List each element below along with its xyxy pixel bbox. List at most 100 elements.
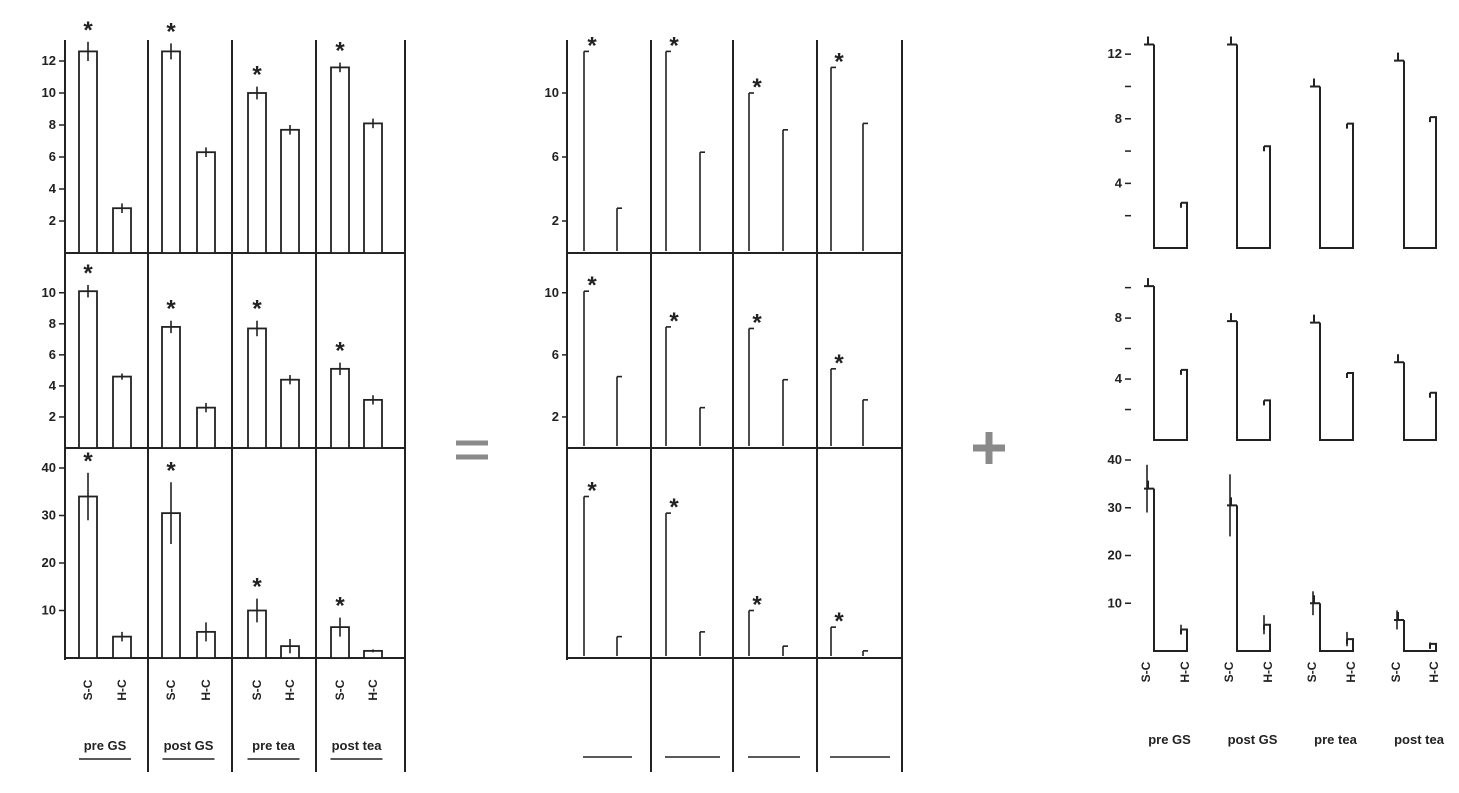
significance-star: * bbox=[252, 574, 262, 601]
bar bbox=[280, 128, 300, 254]
y-tick-label: 6 bbox=[552, 149, 559, 164]
category-label: S-C bbox=[333, 679, 347, 700]
significance-star: * bbox=[83, 448, 93, 475]
bar bbox=[196, 406, 216, 449]
bar bbox=[363, 122, 383, 254]
step-series bbox=[1144, 36, 1188, 249]
step-series bbox=[1310, 78, 1354, 249]
significance-star: * bbox=[252, 296, 262, 323]
category-label: S-C bbox=[1305, 661, 1319, 682]
step-series bbox=[1227, 36, 1271, 249]
step-series bbox=[1310, 595, 1354, 652]
significance-star: * bbox=[587, 478, 597, 505]
y-tick-label: 12 bbox=[42, 53, 56, 68]
y-tick-label: 20 bbox=[1108, 548, 1122, 563]
y-tick-label: 4 bbox=[49, 378, 57, 393]
significance-star: * bbox=[669, 32, 679, 59]
bar bbox=[112, 207, 132, 254]
step-series bbox=[1394, 52, 1437, 249]
step-series bbox=[1144, 480, 1188, 652]
category-label: H-C bbox=[283, 679, 297, 701]
step-series bbox=[1310, 314, 1354, 441]
step-series bbox=[1394, 611, 1437, 652]
category-label: H-C bbox=[1427, 661, 1441, 683]
y-tick-label: 2 bbox=[552, 213, 559, 228]
y-tick-label: 10 bbox=[42, 603, 56, 618]
category-label: S-C bbox=[1389, 661, 1403, 682]
y-tick-label: 4 bbox=[49, 181, 57, 196]
bar bbox=[161, 326, 181, 449]
significance-star: * bbox=[335, 338, 345, 365]
significance-star: * bbox=[166, 457, 176, 484]
y-tick-label: 2 bbox=[49, 213, 56, 228]
group-label: post tea bbox=[332, 738, 383, 753]
y-tick-label: 2 bbox=[49, 409, 56, 424]
bar bbox=[330, 66, 350, 254]
category-label: H-C bbox=[1344, 661, 1358, 683]
significance-star: * bbox=[834, 350, 844, 377]
group-label: pre tea bbox=[1314, 732, 1357, 747]
significance-star: * bbox=[335, 38, 345, 65]
category-label: S-C bbox=[81, 679, 95, 700]
component-b-chart: 4 8 12 4 8 10 20 30 40 S-C H-C pre GS S-C H-C post GS S… bbox=[1108, 36, 1445, 747]
y-tick-label: 40 bbox=[42, 460, 56, 475]
category-label: H-C bbox=[1178, 661, 1192, 683]
bar bbox=[363, 398, 383, 449]
y-tick-label: 6 bbox=[49, 347, 56, 362]
y-tick-label: 10 bbox=[545, 85, 559, 100]
group-label: post GS bbox=[1228, 732, 1278, 747]
y-tick-label: 8 bbox=[49, 316, 56, 331]
y-tick-label: 8 bbox=[1115, 111, 1122, 126]
y-tick-label: 8 bbox=[1115, 310, 1122, 325]
significance-star: * bbox=[669, 494, 679, 521]
y-tick-label: 8 bbox=[49, 117, 56, 132]
y-tick-label: 10 bbox=[42, 85, 56, 100]
category-label: H-C bbox=[1261, 661, 1275, 683]
category-label: H-C bbox=[115, 679, 129, 701]
category-label: S-C bbox=[1222, 661, 1236, 682]
y-tick-label: 10 bbox=[545, 285, 559, 300]
bar bbox=[280, 378, 300, 449]
y-tick-label: 4 bbox=[1115, 175, 1123, 190]
bar bbox=[112, 375, 132, 449]
step-series bbox=[1227, 497, 1271, 652]
observed-chart: 2 4 6 8 10 12 * * * * 2 4 6 8 10 * * * * 10 20 30 40 * * * * S-C H-C… bbox=[42, 17, 406, 772]
bar bbox=[330, 367, 350, 449]
significance-star: * bbox=[752, 592, 762, 619]
group-label: pre GS bbox=[84, 738, 127, 753]
y-tick-label: 2 bbox=[552, 409, 559, 424]
group-label: pre GS bbox=[1148, 732, 1191, 747]
significance-star: * bbox=[834, 48, 844, 75]
bar bbox=[161, 50, 181, 254]
y-tick-label: 6 bbox=[552, 347, 559, 362]
step-series bbox=[1394, 354, 1437, 441]
significance-star: * bbox=[834, 608, 844, 635]
step-series bbox=[1227, 313, 1271, 441]
group-label: post tea bbox=[1394, 732, 1445, 747]
significance-star: * bbox=[587, 272, 597, 299]
significance-star: * bbox=[752, 309, 762, 336]
bar bbox=[196, 151, 216, 254]
bar bbox=[78, 50, 98, 254]
y-tick-label: 30 bbox=[1108, 500, 1122, 515]
significance-star: * bbox=[83, 260, 93, 287]
significance-star: * bbox=[335, 593, 345, 620]
y-tick-label: 10 bbox=[42, 285, 56, 300]
bar bbox=[247, 92, 267, 254]
category-label: S-C bbox=[250, 679, 264, 700]
group-label: post GS bbox=[164, 738, 214, 753]
bar bbox=[247, 327, 267, 449]
significance-star: * bbox=[752, 74, 762, 101]
bar bbox=[78, 290, 98, 449]
step-series bbox=[1144, 278, 1188, 441]
significance-star: * bbox=[587, 32, 597, 59]
y-tick-label: 4 bbox=[1115, 371, 1123, 386]
equals-sign bbox=[456, 440, 488, 460]
y-tick-label: 12 bbox=[1108, 46, 1122, 61]
category-label: S-C bbox=[164, 679, 178, 700]
significance-star: * bbox=[83, 17, 93, 44]
category-label: H-C bbox=[199, 679, 213, 701]
y-tick-label: 20 bbox=[42, 555, 56, 570]
y-tick-label: 30 bbox=[42, 508, 56, 523]
y-tick-label: 10 bbox=[1108, 595, 1122, 610]
